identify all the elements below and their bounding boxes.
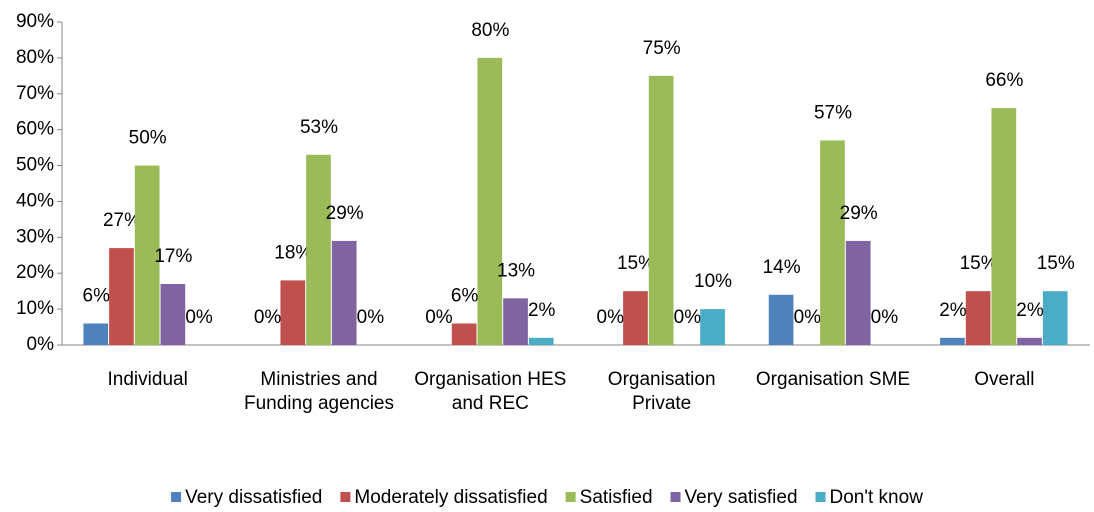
bar [991, 108, 1017, 345]
value-label: 29% [326, 203, 364, 224]
legend-swatch [815, 492, 826, 502]
y-tick-label: 70% [16, 83, 54, 104]
bar [1042, 291, 1068, 345]
value-label: 80% [471, 20, 509, 41]
value-label: 0% [597, 307, 625, 328]
bar [623, 291, 648, 345]
bar [109, 248, 134, 345]
legend-swatch [565, 492, 576, 502]
value-label: 10% [694, 271, 732, 292]
bar [820, 140, 845, 345]
bar [306, 154, 331, 345]
value-label: 75% [643, 38, 681, 59]
value-label: 15% [1037, 253, 1075, 274]
value-label: 0% [425, 307, 453, 328]
legend-swatch [670, 492, 681, 502]
x-tick-label: Organisation HES and REC [414, 369, 566, 414]
value-label: 50% [129, 128, 167, 149]
bar [280, 280, 306, 345]
y-tick-label: 50% [16, 155, 54, 176]
value-label: 2% [939, 300, 967, 321]
value-label: 6% [83, 285, 111, 306]
bar [528, 337, 554, 345]
bar [768, 294, 794, 345]
legend-label: Satisfied [580, 487, 653, 508]
bar [700, 309, 725, 345]
bar [160, 283, 186, 345]
bar [845, 240, 871, 345]
value-label: 13% [497, 260, 535, 281]
legend-label: Don't know [830, 487, 924, 508]
value-label: 17% [154, 246, 192, 267]
x-tick-label: Overall [974, 369, 1034, 390]
legend-label: Moderately dissatisfied [354, 487, 547, 508]
x-tick-label: Ministries and Funding agencies [244, 369, 394, 414]
y-tick-label: 0% [27, 334, 55, 355]
legend-swatch [171, 492, 182, 502]
value-label: 0% [357, 307, 385, 328]
x-tick-label: Individual [108, 369, 188, 390]
bar [83, 323, 109, 345]
bar [965, 291, 991, 345]
value-label: 15% [960, 253, 998, 274]
value-label: 66% [985, 70, 1023, 91]
bar [451, 323, 477, 345]
value-label: 0% [254, 307, 282, 328]
y-tick-label: 40% [16, 190, 54, 211]
value-label: 14% [763, 257, 801, 278]
value-label: 27% [103, 210, 141, 231]
legend-label: Very dissatisfied [185, 487, 322, 508]
y-tick-label: 20% [16, 262, 54, 283]
x-tick-label: Organisation SME [756, 369, 910, 390]
bar [331, 240, 357, 345]
bar [503, 298, 528, 345]
value-label: 0% [794, 307, 822, 328]
y-tick-label: 80% [16, 47, 54, 68]
y-tick-label: 90% [16, 11, 54, 32]
legend-label: Very satisfied [685, 487, 798, 508]
value-label: 2% [528, 300, 556, 321]
y-tick-label: 60% [16, 119, 54, 140]
bar [648, 75, 674, 345]
value-label: 15% [617, 253, 655, 274]
bar [1017, 337, 1042, 345]
value-label: 53% [300, 117, 338, 138]
value-label: 0% [871, 307, 899, 328]
y-tick-label: 10% [16, 298, 54, 319]
value-label: 57% [814, 102, 852, 123]
value-label: 6% [451, 285, 479, 306]
value-label: 18% [274, 242, 312, 263]
bar [940, 337, 965, 345]
bar [134, 165, 160, 345]
bar [477, 57, 503, 346]
value-label: 0% [674, 307, 702, 328]
y-tick-label: 30% [16, 226, 54, 247]
x-tick-label: Organisation Private [608, 369, 716, 414]
value-label: 0% [185, 307, 213, 328]
value-label: 2% [1016, 300, 1044, 321]
value-label: 29% [840, 203, 878, 224]
legend-swatch [340, 492, 351, 502]
